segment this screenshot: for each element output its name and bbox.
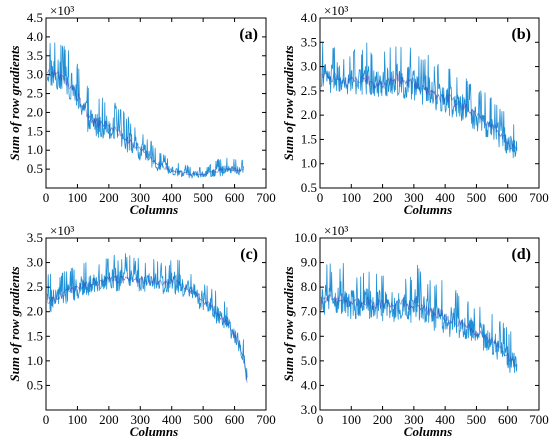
y-tick-label: 2.5 xyxy=(27,86,43,101)
x-tick-label: 600 xyxy=(225,190,245,205)
series-c-line xyxy=(46,253,248,381)
panel-label: (d) xyxy=(511,246,531,263)
x-tick-label: 500 xyxy=(193,190,213,205)
x-axis-label: Columns xyxy=(404,202,452,217)
x-tick-label: 600 xyxy=(225,412,245,427)
x-tick-label: 500 xyxy=(467,412,487,427)
y-tick-label: 1.0 xyxy=(301,156,317,171)
x-tick-label: 100 xyxy=(342,412,362,427)
panel-a: 0 100 200 300 400 500 600 700 0.5 1.0 1.5 2.0 2.5 3.0… xyxy=(7,3,276,217)
x-tick-label: 100 xyxy=(68,190,88,205)
series-b-lower-trace xyxy=(321,70,517,150)
y-tick-label: 2.5 xyxy=(27,279,43,294)
y-tick-label: 8.0 xyxy=(301,279,317,294)
y-tick-label: 1.0 xyxy=(27,353,43,368)
x-tick-label: 100 xyxy=(68,412,88,427)
y-tick-label: 4.0 xyxy=(27,29,43,44)
y-tick-label: 1.5 xyxy=(301,131,317,146)
x-tick-label: 400 xyxy=(435,412,455,427)
x-tick-label: 0 xyxy=(317,412,324,427)
y-tick-label: 2.0 xyxy=(27,104,43,119)
y-axis-label: Sum of row gradients xyxy=(7,266,22,381)
x-tick-label: 100 xyxy=(342,190,362,205)
x-tick-label: 400 xyxy=(162,190,182,205)
y-tick-label: 1.5 xyxy=(27,328,43,343)
y-tick-label: 0.5 xyxy=(27,161,43,176)
y-tick-label: 0.5 xyxy=(27,377,43,392)
x-tick-label: 700 xyxy=(256,190,276,205)
y-tick-label: 3.0 xyxy=(301,59,317,74)
series-b-line xyxy=(320,42,518,159)
plot-frame xyxy=(45,237,267,411)
y-tick-label: 2.5 xyxy=(301,83,317,98)
x-tick-label: 300 xyxy=(131,412,151,427)
x-tick-label: 0 xyxy=(43,412,50,427)
y-tick-label: 3.5 xyxy=(27,230,43,245)
plot-frame xyxy=(319,17,540,189)
y-tick-label: 3.5 xyxy=(301,34,317,49)
y-tick-label: 10.0 xyxy=(294,230,317,245)
y-tick-label: 2.0 xyxy=(301,107,317,122)
y-scale-label: ×10³ xyxy=(324,3,348,18)
y-tick-label: 3.5 xyxy=(27,48,43,63)
x-tick-label: 300 xyxy=(404,412,424,427)
x-axis-label: Columns xyxy=(130,424,178,439)
x-tick-label: 500 xyxy=(467,190,487,205)
plot-frame xyxy=(319,237,540,411)
series-c-lower-trace xyxy=(47,275,248,383)
y-tick-label: 4.5 xyxy=(27,10,43,25)
x-tick-label: 400 xyxy=(435,190,455,205)
x-tick-label: 200 xyxy=(99,190,119,205)
x-tick-label: 200 xyxy=(373,190,393,205)
panel-label: (a) xyxy=(239,26,258,43)
y-axis-label: Sum of row gradients xyxy=(281,45,296,160)
series-d-line xyxy=(320,263,518,373)
y-tick-label: 4.0 xyxy=(301,10,317,25)
x-tick-label: 300 xyxy=(404,190,424,205)
y-axis-label: Sum of row gradients xyxy=(281,266,296,381)
y-scale-label: ×10³ xyxy=(324,223,348,238)
x-tick-label: 600 xyxy=(498,190,518,205)
x-tick-label: 600 xyxy=(498,412,518,427)
series-a-lower-trace xyxy=(47,68,244,176)
y-tick-label: 7.0 xyxy=(301,304,317,319)
y-tick-label: 0.5 xyxy=(301,180,317,195)
y-tick-label: 9.0 xyxy=(301,255,317,270)
panel-label: (c) xyxy=(240,246,258,263)
y-tick-label: 4.0 xyxy=(301,377,317,392)
y-scale-label: ×10³ xyxy=(50,3,74,18)
y-tick-label: 2.0 xyxy=(27,304,43,319)
x-tick-label: 500 xyxy=(193,412,213,427)
y-tick-label: 3.0 xyxy=(27,67,43,82)
y-tick-label: 5.0 xyxy=(301,353,317,368)
panel-b: 0 100 200 300 400 500 600 700 0.5 1.0 1.5 2.0 2.5 3.0… xyxy=(281,3,549,217)
panel-label: (b) xyxy=(511,26,531,43)
series-a-line xyxy=(46,42,245,179)
y-tick-label: 3.0 xyxy=(27,255,43,270)
x-tick-label: 700 xyxy=(529,190,549,205)
x-tick-label: 200 xyxy=(99,412,119,427)
y-tick-label: 1.0 xyxy=(27,142,43,157)
plot-frame xyxy=(45,17,267,189)
x-tick-label: 300 xyxy=(131,190,151,205)
x-tick-label: 700 xyxy=(529,412,549,427)
x-tick-label: 0 xyxy=(317,190,324,205)
x-tick-label: 200 xyxy=(373,412,393,427)
y-tick-label: 3.0 xyxy=(301,402,317,417)
x-axis-label: Columns xyxy=(130,202,178,217)
y-tick-label: 6.0 xyxy=(301,328,317,343)
panel-d: 0 100 200 300 400 500 600 700 3.0 4.0 5.0 6.0 7.0 8.0… xyxy=(281,223,549,439)
y-scale-label: ×10³ xyxy=(50,223,74,238)
x-tick-label: 700 xyxy=(256,412,276,427)
x-axis-label: Columns xyxy=(404,424,452,439)
x-tick-label: 400 xyxy=(162,412,182,427)
x-tick-label: 0 xyxy=(43,190,50,205)
y-axis-label: Sum of row gradients xyxy=(7,45,22,160)
y-tick-label: 1.5 xyxy=(27,123,43,138)
panel-c: 0 100 200 300 400 500 600 700 0.5 1.0 1.5 2.0 2.5 3.0… xyxy=(7,223,276,439)
series-d-lower-trace xyxy=(321,293,517,368)
